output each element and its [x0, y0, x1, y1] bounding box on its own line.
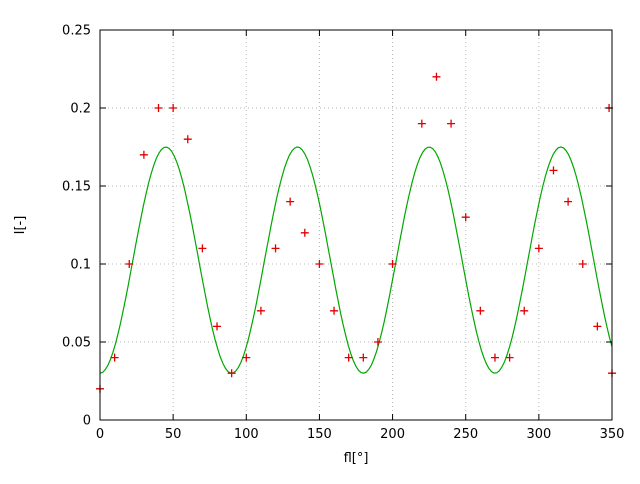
- y-tick-label: 0.15: [62, 180, 91, 195]
- y-axis-label: I[-]: [13, 216, 28, 235]
- x-tick-label: 100: [234, 427, 259, 442]
- x-tick-label: 50: [165, 427, 182, 442]
- x-tick-label: 0: [96, 427, 104, 442]
- x-tick-label: 200: [380, 427, 405, 442]
- y-tick-label: 0: [83, 414, 91, 429]
- y-tick-label: 0.25: [62, 24, 91, 39]
- plot-border: [99, 29, 613, 421]
- y-tick-label: 0.1: [70, 258, 91, 273]
- y-tick-label: 0.2: [70, 102, 91, 117]
- x-axis-label: fl[°]: [344, 451, 369, 466]
- x-tick-label: 250: [453, 427, 478, 442]
- x-tick-label: 150: [307, 427, 332, 442]
- tick-labels: 0 50 100 150 200 250 300 350 0 0.05 0.1 0.15 0.2 0.25: [62, 24, 624, 443]
- y-tick-label: 0.05: [62, 336, 91, 351]
- tick-marks: [99, 29, 613, 421]
- x-tick-label: 350: [600, 427, 625, 442]
- x-tick-label: 300: [526, 427, 551, 442]
- fit-curve-line: [99, 146, 613, 374]
